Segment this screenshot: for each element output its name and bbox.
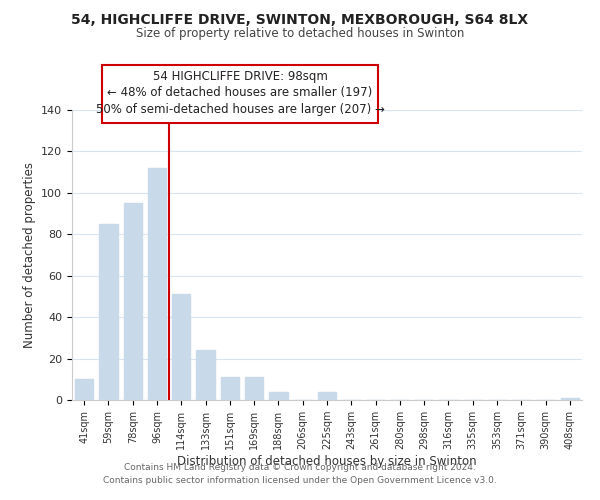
Y-axis label: Number of detached properties: Number of detached properties <box>23 162 35 348</box>
Text: Contains public sector information licensed under the Open Government Licence v3: Contains public sector information licen… <box>103 476 497 485</box>
X-axis label: Distribution of detached houses by size in Swinton: Distribution of detached houses by size … <box>177 455 477 468</box>
Bar <box>318 392 336 400</box>
Bar <box>124 203 142 400</box>
Bar <box>100 224 118 400</box>
Bar <box>245 377 263 400</box>
Bar <box>196 350 215 400</box>
Bar <box>148 168 166 400</box>
Bar <box>75 380 93 400</box>
Text: 50% of semi-detached houses are larger (207) →: 50% of semi-detached houses are larger (… <box>95 102 385 116</box>
Bar <box>172 294 190 400</box>
Text: Size of property relative to detached houses in Swinton: Size of property relative to detached ho… <box>136 28 464 40</box>
Text: Contains HM Land Registry data © Crown copyright and database right 2024.: Contains HM Land Registry data © Crown c… <box>124 462 476 471</box>
Bar <box>269 392 287 400</box>
Text: 54, HIGHCLIFFE DRIVE, SWINTON, MEXBOROUGH, S64 8LX: 54, HIGHCLIFFE DRIVE, SWINTON, MEXBOROUG… <box>71 12 529 26</box>
Text: 54 HIGHCLIFFE DRIVE: 98sqm: 54 HIGHCLIFFE DRIVE: 98sqm <box>152 70 328 83</box>
Bar <box>221 377 239 400</box>
Text: ← 48% of detached houses are smaller (197): ← 48% of detached houses are smaller (19… <box>107 86 373 99</box>
Bar <box>561 398 579 400</box>
